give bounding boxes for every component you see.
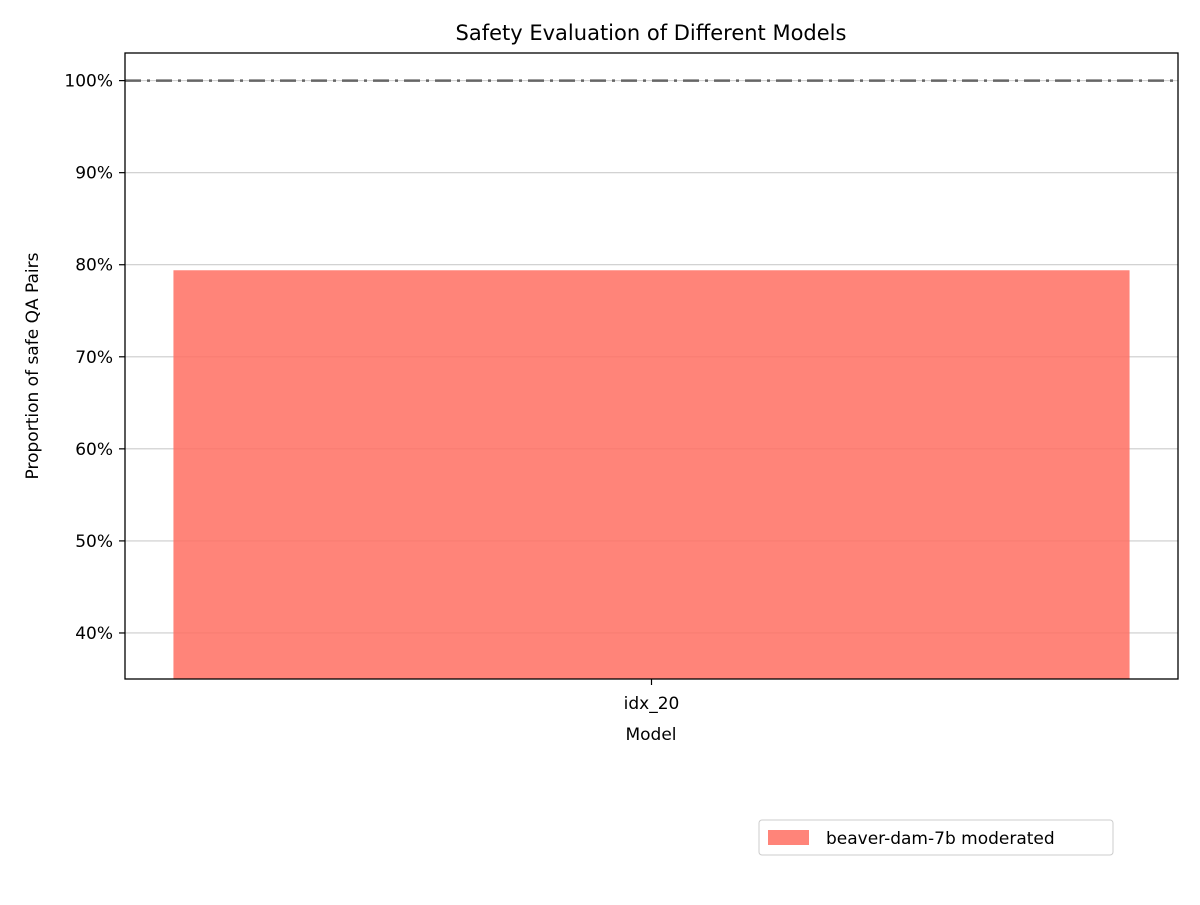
y-axis-ticks: 40% 50% 60% 70% 80% 90% 100% — [64, 72, 125, 644]
bar — [173, 270, 1130, 679]
y-tick-label: 60% — [75, 440, 113, 460]
y-tick-label: 40% — [75, 624, 113, 644]
legend-swatch — [768, 830, 809, 845]
y-tick-label: 90% — [75, 164, 113, 184]
y-tick-label: 50% — [75, 532, 113, 552]
y-tick-label: 70% — [75, 348, 113, 368]
y-tick-label: 80% — [75, 256, 113, 276]
legend-label: beaver-dam-7b moderated — [826, 829, 1055, 849]
y-tick-label: 100% — [64, 72, 113, 92]
legend: beaver-dam-7b moderated — [758, 819, 1114, 856]
y-axis-label: Proportion of safe QA Pairs — [23, 252, 43, 479]
x-tick-label: idx_20 — [624, 694, 680, 714]
x-axis-label: Model — [625, 725, 676, 745]
legend-frame — [758, 819, 1114, 856]
bars-layer — [173, 270, 1130, 679]
chart-title: Safety Evaluation of Different Models — [456, 21, 847, 45]
x-axis-ticks: idx_20 — [624, 679, 680, 714]
